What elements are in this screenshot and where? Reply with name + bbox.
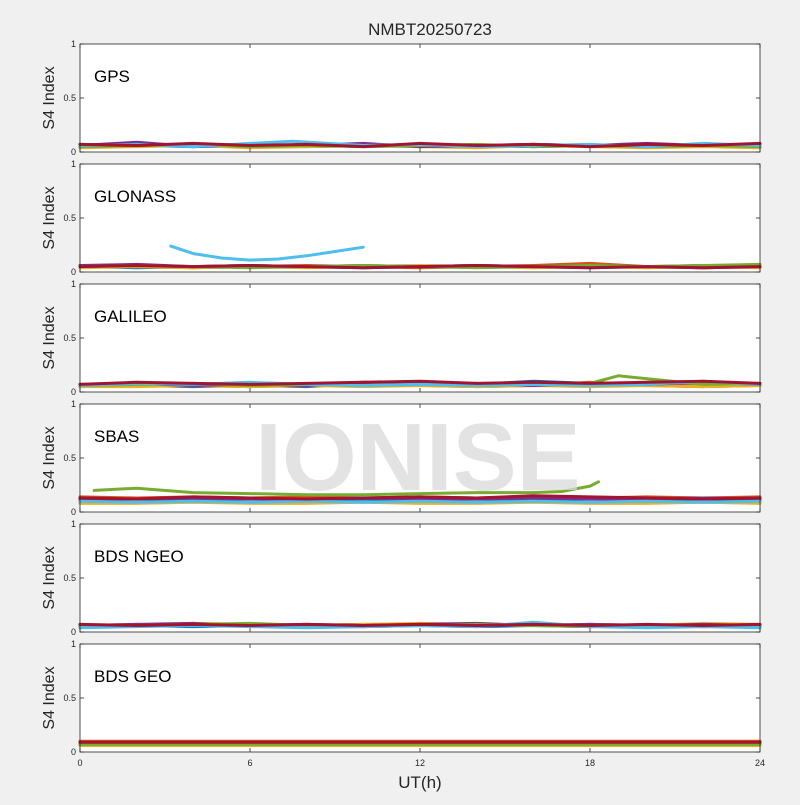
y-axis-label: S4 Index (41, 66, 58, 129)
series-line (78, 622, 762, 627)
panel-galileo: 0 0.5 1 S4 Index GALILEO (41, 279, 762, 397)
y-tick-label: 1 (71, 519, 76, 529)
panel-bds-geo: 0 0.5 1 0 6 12 18 24 S4 Index BDS GEO (41, 639, 765, 768)
x-tick-label: 18 (585, 758, 595, 768)
series-line (78, 379, 762, 386)
y-tick-label: 0 (71, 267, 76, 277)
panel-plot-area (80, 644, 760, 752)
y-tick-label: 0.5 (63, 333, 76, 343)
y-tick-label: 1 (71, 39, 76, 49)
x-axis-label: UT(h) (398, 773, 441, 792)
y-tick-label: 1 (71, 399, 76, 409)
series-line (169, 244, 365, 262)
panel-plot-area (80, 524, 760, 632)
panel-plot-area (80, 44, 760, 152)
y-axis-label: S4 Index (41, 306, 58, 369)
y-tick-label: 0 (71, 387, 76, 397)
x-tick-label: 0 (77, 758, 82, 768)
y-axis-label: S4 Index (41, 186, 58, 249)
y-axis-label: S4 Index (41, 666, 58, 729)
y-tick-label: 1 (71, 639, 76, 649)
panels-layer: 0 0.5 1 S4 Index GPS 0 0.5 1 S4 Index GLONASS 0 0.5… (41, 39, 765, 768)
panel-bds-ngeo: 0 0.5 1 S4 Index BDS NGEO (41, 519, 762, 637)
y-tick-label: 0 (71, 507, 76, 517)
x-tick-label: 24 (755, 758, 765, 768)
y-axis-label: S4 Index (41, 546, 58, 609)
panel-label: GPS (94, 67, 130, 86)
series-line (92, 480, 600, 497)
y-tick-label: 0.5 (63, 693, 76, 703)
y-tick-label: 0.5 (63, 213, 76, 223)
y-tick-label: 1 (71, 279, 76, 289)
panel-gps: 0 0.5 1 S4 Index GPS (41, 39, 762, 157)
panel-label: BDS NGEO (94, 547, 184, 566)
y-tick-label: 1 (71, 159, 76, 169)
y-tick-label: 0 (71, 147, 76, 157)
y-axis-label: S4 Index (41, 426, 58, 489)
watermark-text: IONISE (255, 404, 580, 511)
panel-sbas: 0 0.5 1 S4 Index SBAS (41, 399, 762, 517)
y-tick-label: 0 (71, 627, 76, 637)
chart-title: NMBT20250723 (368, 20, 492, 39)
panel-label: BDS GEO (94, 667, 171, 686)
x-tick-label: 6 (247, 758, 252, 768)
panel-plot-area (80, 164, 760, 272)
y-tick-label: 0.5 (63, 93, 76, 103)
y-tick-label: 0.5 (63, 573, 76, 583)
panel-plot-area (80, 284, 760, 392)
x-tick-label: 12 (415, 758, 425, 768)
series-line (78, 499, 762, 504)
series-line (78, 141, 762, 149)
y-tick-label: 0 (71, 747, 76, 757)
series-line (78, 264, 762, 270)
panel-glonass: 0 0.5 1 S4 Index GLONASS (41, 159, 762, 277)
series-line (78, 494, 762, 501)
y-tick-label: 0.5 (63, 453, 76, 463)
panel-label: SBAS (94, 427, 139, 446)
panel-label: GALILEO (94, 307, 167, 326)
panel-label: GLONASS (94, 187, 176, 206)
